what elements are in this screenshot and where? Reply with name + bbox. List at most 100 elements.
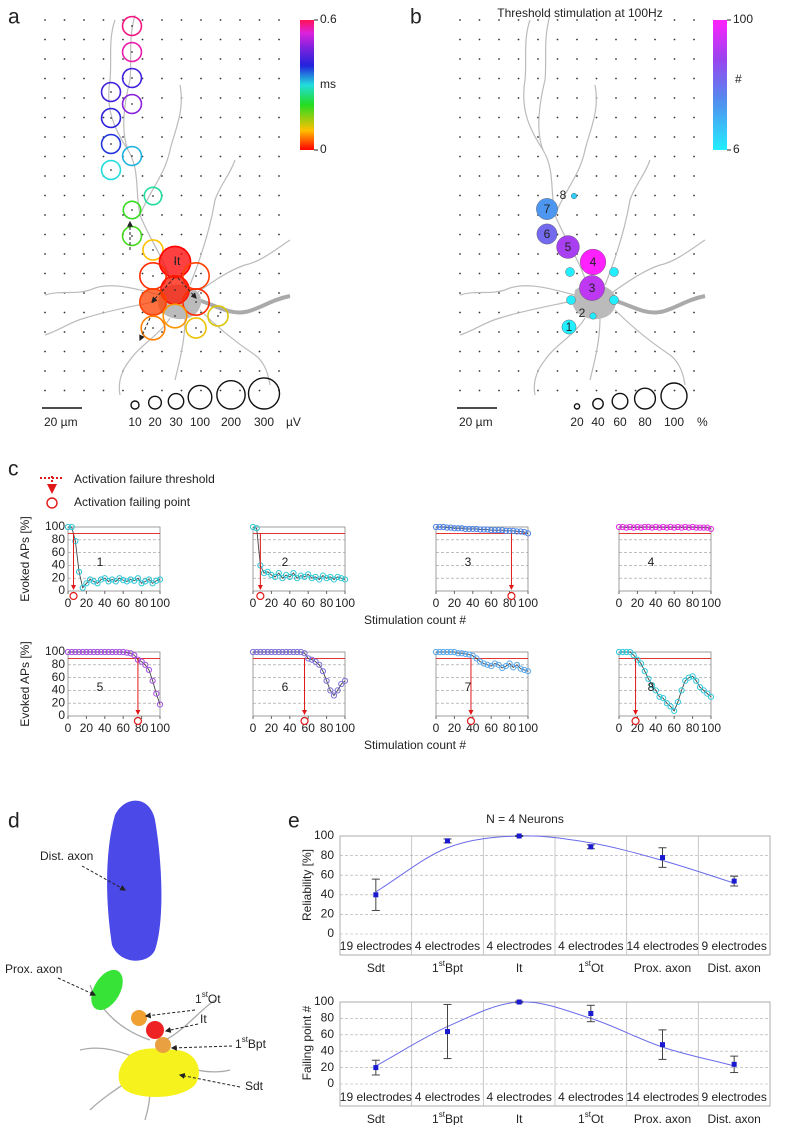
panel-d-shapes — [57, 800, 241, 1121]
electrode-center — [110, 91, 112, 93]
x-tick-label: 40 — [98, 721, 112, 735]
data-point — [619, 648, 626, 656]
data-point — [588, 844, 594, 850]
data-point — [341, 677, 349, 684]
colorbar-label: 6 — [733, 142, 740, 156]
electrode — [589, 312, 597, 320]
data-point — [513, 661, 521, 668]
x-tick-label: Dist. axon — [707, 961, 760, 975]
data-point — [700, 687, 707, 694]
propagation-arrow — [177, 277, 197, 299]
annotation: 4 electrodes — [415, 1090, 480, 1104]
data-point — [660, 855, 665, 861]
y-tick-label: 60 — [321, 1027, 335, 1041]
y-tick-label: 0 — [58, 708, 65, 722]
plot-frame — [67, 651, 161, 717]
data-point — [249, 523, 257, 531]
neuron-morphology — [43, 13, 292, 397]
y-tick-label: 20 — [52, 695, 66, 709]
colorbar-unit: # — [735, 72, 742, 86]
y-tick-label: 40 — [321, 1043, 335, 1057]
data-point — [131, 652, 138, 659]
data-point — [283, 648, 290, 656]
x-tick-label: 80 — [686, 596, 700, 610]
data-point — [517, 528, 524, 535]
data-point — [466, 651, 473, 658]
data-point — [112, 578, 119, 585]
data-point — [257, 648, 264, 656]
data-point — [83, 648, 90, 656]
electrode — [143, 186, 163, 206]
data-point — [495, 661, 502, 668]
data-point — [689, 673, 696, 680]
annotation: 19 electrodes — [340, 939, 412, 953]
data-point — [451, 648, 458, 656]
legend-label: Activation failing point — [74, 495, 191, 509]
x-tick-label: 60 — [117, 596, 131, 610]
data-point — [445, 1029, 450, 1035]
data-point — [123, 649, 130, 656]
electrode-center — [131, 77, 133, 79]
data-point — [645, 523, 652, 531]
data-point — [64, 523, 72, 531]
data-point — [693, 524, 700, 531]
x-tick-label: 40 — [466, 596, 480, 610]
x-tick-label: 0 — [65, 721, 72, 735]
data-point — [290, 648, 297, 656]
data-point — [68, 648, 75, 656]
data-point — [641, 523, 648, 531]
x-tick-label: 40 — [649, 596, 663, 610]
data-point — [685, 524, 693, 531]
data-point — [72, 537, 79, 545]
electrode-center — [152, 327, 154, 329]
electrode-label: 1 — [566, 320, 573, 334]
data-point — [707, 693, 715, 700]
data-point — [153, 577, 160, 584]
data-point — [264, 648, 271, 656]
data-point — [105, 648, 112, 656]
electrode-center — [195, 275, 197, 277]
x-tick-label: 100 — [701, 596, 721, 610]
electrode-center — [131, 51, 133, 53]
x-tick-label: 100 — [701, 721, 721, 735]
data-point — [696, 684, 704, 691]
electrode — [579, 275, 605, 301]
data-point — [249, 648, 257, 656]
scale-bar-label: 20 µm — [459, 415, 493, 429]
data-point — [138, 658, 145, 665]
failing-point — [466, 716, 476, 726]
electrode — [565, 267, 575, 277]
electrode-grid — [44, 19, 695, 392]
x-tick-label: 20 — [265, 721, 279, 735]
y-tick-label: 80 — [52, 532, 66, 546]
x-tick-label: 20 — [631, 596, 645, 610]
electrode — [100, 81, 122, 103]
data-point — [656, 693, 663, 700]
electrode — [121, 93, 143, 115]
y-tick-label: 20 — [52, 570, 66, 584]
data-point — [436, 648, 443, 656]
electrode-center — [174, 315, 176, 317]
data-point — [626, 648, 634, 656]
y-tick-label: 60 — [52, 670, 66, 684]
data-point — [466, 525, 473, 533]
x-tick-label: 100 — [150, 721, 170, 735]
data-point — [689, 523, 696, 531]
data-point — [615, 523, 623, 531]
electrode — [121, 15, 143, 37]
average-line — [619, 651, 712, 712]
electrode-label: 7 — [544, 202, 551, 216]
electrode — [609, 267, 619, 277]
data-point — [305, 655, 312, 662]
failing-point — [631, 716, 640, 726]
data-point — [458, 650, 465, 657]
data-point — [156, 576, 164, 583]
plot-frame — [252, 651, 346, 717]
electrode-center — [110, 169, 112, 171]
data-point — [454, 650, 462, 657]
average-line — [252, 526, 346, 581]
electrode-label: 5 — [565, 240, 572, 254]
data-point — [75, 648, 83, 656]
electrode-center — [217, 315, 219, 317]
data-point — [443, 524, 451, 531]
